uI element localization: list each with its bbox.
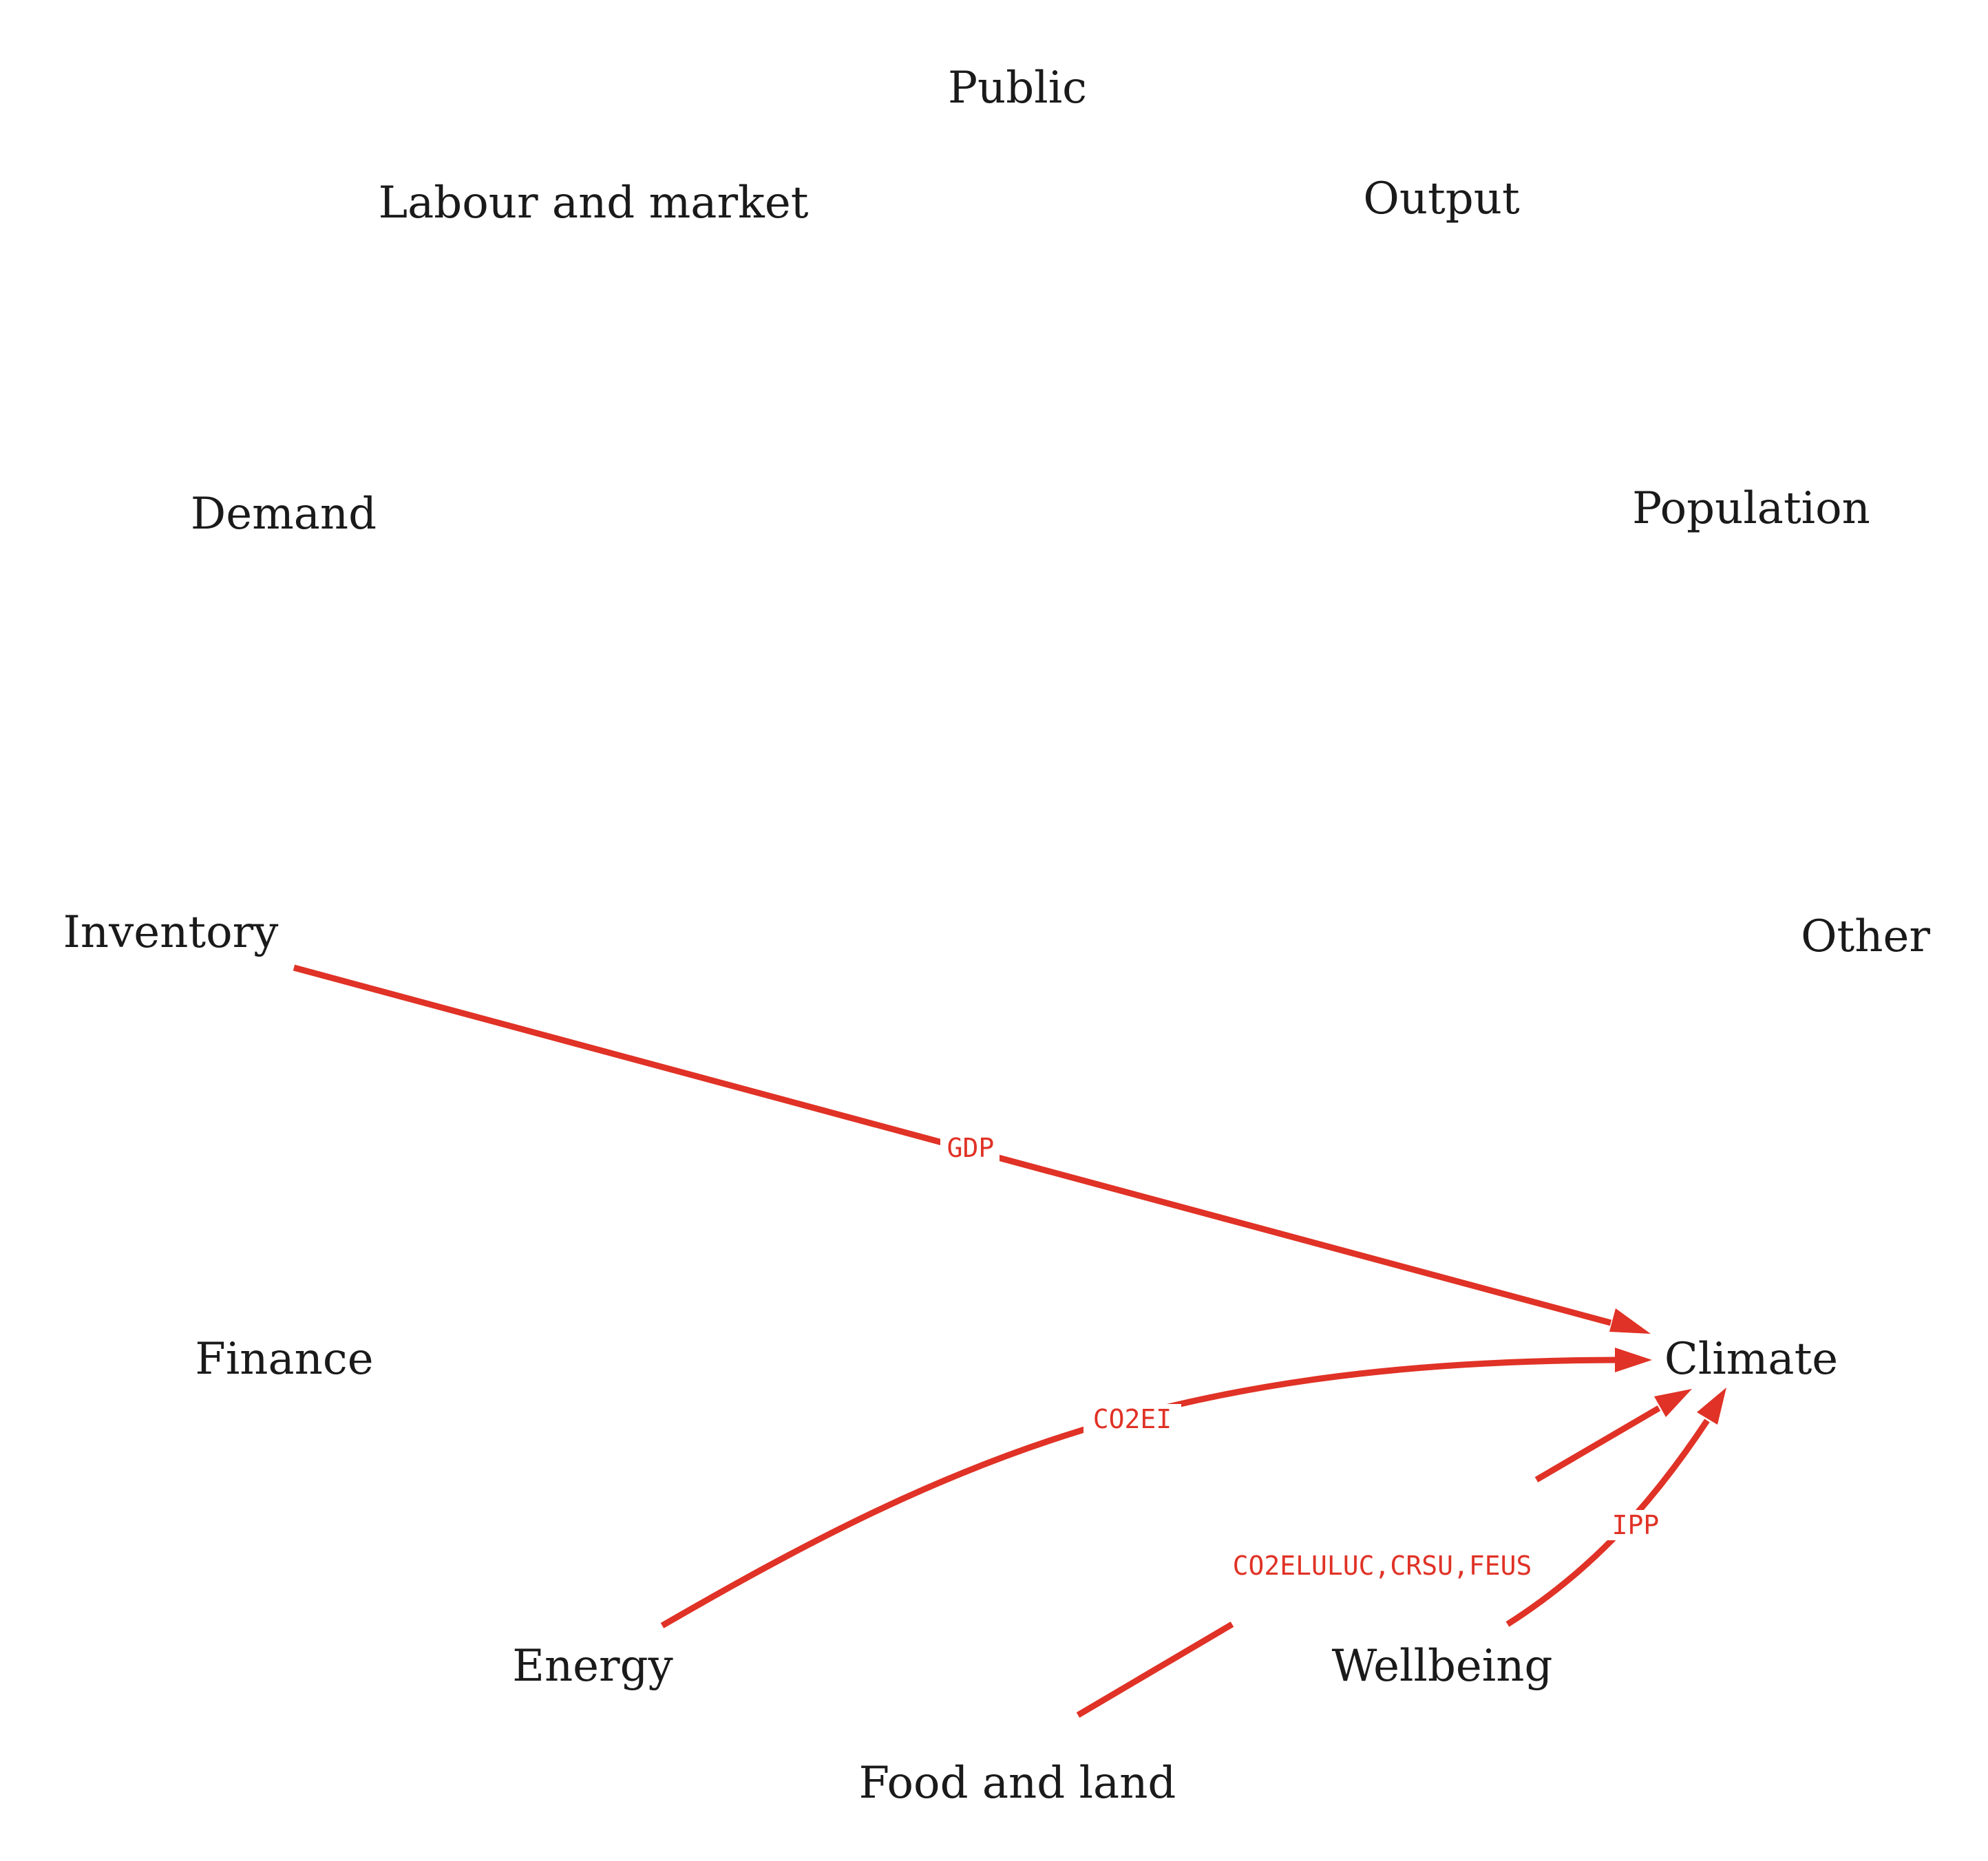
arrow-head-icon [1697,1387,1726,1425]
edge-label-co2eluluc-crsu-feus: CO2ELULUC,CRSU,FEUS [1233,1551,1532,1581]
node-food-and-land: Food and land [859,1758,1176,1809]
node-climate: Climate [1664,1334,1838,1385]
node-output: Output [1363,173,1520,224]
node-other: Other [1801,911,1930,962]
edge-wellbeing-climate: IPP [1505,1387,1726,1627]
node-wellbeing: Wellbeing [1332,1641,1553,1692]
edge-energy-climate: CO2EI [660,1348,1652,1628]
node-labour-and-market: Labour and market [379,178,809,228]
edge-inventory-climate: GDP [293,964,1651,1334]
node-inventory: Inventory [63,907,279,958]
node-population: Population [1632,483,1870,534]
arrow-head-icon [1654,1389,1692,1417]
edge-label-co2ei: CO2EI [1093,1404,1172,1434]
edge-label-background [940,1133,1000,1163]
edge-line [1076,1621,1234,1718]
edge-label-background [1605,1510,1666,1540]
node-public: Public [948,63,1087,114]
edge-line [1534,1405,1661,1482]
node-demand: Demand [191,489,377,540]
edge-label-background [1083,1404,1181,1434]
edge-food-and-land-climate: CO2ELULUC,CRSU,FEUS [1076,1389,1692,1718]
edge-line [660,1357,1618,1628]
edge-label-ipp: IPP [1612,1510,1660,1540]
node-energy: Energy [512,1641,673,1692]
arrow-head-icon [1609,1308,1651,1334]
arrow-head-icon [1615,1348,1652,1372]
node-finance: Finance [195,1334,373,1385]
edge-label-gdp: GDP [947,1133,995,1163]
